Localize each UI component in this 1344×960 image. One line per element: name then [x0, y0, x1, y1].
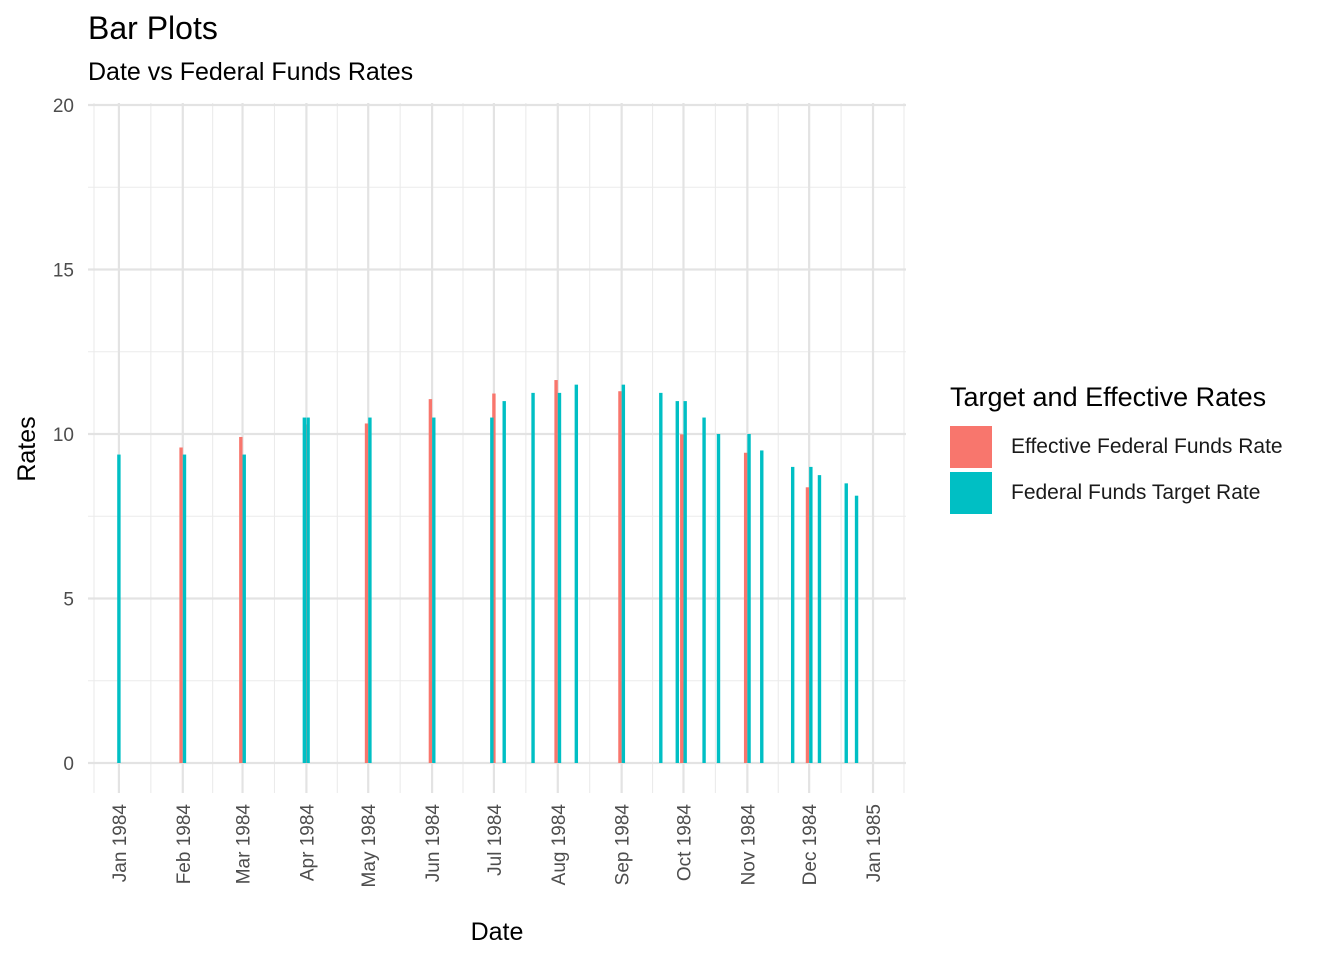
x-tick-label: Oct 1984 [674, 804, 695, 882]
bar [659, 392, 663, 763]
bar [306, 417, 310, 763]
bar [805, 487, 810, 763]
bar [432, 417, 436, 763]
bar [490, 417, 494, 763]
x-tick-label: Dec 1984 [800, 804, 821, 886]
bar [428, 399, 433, 763]
bar [502, 401, 506, 763]
bar [302, 417, 307, 763]
bar [182, 454, 187, 763]
bar [743, 452, 748, 763]
bar [675, 401, 679, 763]
y-axis-title: Rates [13, 416, 41, 481]
y-tick-label: 10 [53, 425, 74, 446]
legend-key-effective [950, 426, 992, 468]
bar [716, 434, 721, 763]
y-tick-label: 20 [53, 96, 74, 117]
x-axis-ticks: Jan 1984 Feb 1984 Mar 1984 Apr 1984 May 1984… [110, 804, 885, 888]
x-tick-label: May 1984 [359, 804, 380, 888]
bar [817, 475, 822, 763]
bars [117, 380, 859, 763]
bar [760, 450, 764, 763]
bar [680, 434, 684, 763]
x-tick-label: Mar 1984 [234, 804, 255, 885]
bar [702, 417, 706, 763]
legend-label-target: Federal Funds Target Rate [1011, 481, 1261, 504]
x-tick-label: Jul 1984 [485, 804, 506, 876]
x-tick-label: Jun 1984 [423, 804, 444, 883]
x-tick-label: Feb 1984 [174, 804, 195, 885]
legend: Target and Effective Rates Effective Fed… [950, 380, 1283, 516]
bar [492, 393, 496, 763]
x-tick-label: Sep 1984 [613, 804, 634, 886]
y-tick-label: 15 [53, 261, 74, 282]
chart-title: Bar Plots [88, 10, 218, 46]
y-tick-label: 5 [63, 590, 74, 611]
x-tick-label: Jan 1985 [864, 804, 885, 882]
legend-key-target [950, 472, 992, 514]
legend-label-effective: Effective Federal Funds Rate [1011, 435, 1283, 458]
bar [747, 434, 751, 763]
bar [809, 466, 813, 763]
legend-title: Target and Effective Rates [950, 382, 1267, 412]
x-axis-title: Date [471, 918, 524, 946]
bar [242, 454, 246, 763]
bar [554, 380, 558, 763]
grid-lines [88, 103, 906, 793]
legend-item-effective: Effective Federal Funds Rate [950, 424, 1283, 470]
bar [117, 454, 121, 763]
x-tick-label: Jan 1984 [110, 804, 131, 883]
bar [790, 466, 795, 763]
y-axis-ticks: 0 5 10 15 20 [53, 96, 74, 775]
bar [239, 436, 243, 763]
chart-subtitle: Date vs Federal Funds Rates [88, 58, 414, 86]
bar [557, 392, 562, 763]
bar [621, 384, 626, 763]
x-tick-label: Nov 1984 [738, 804, 759, 886]
x-tick-label: Apr 1984 [297, 804, 318, 882]
bar [574, 384, 579, 763]
bar [854, 495, 859, 763]
bar [368, 417, 372, 763]
bar [683, 401, 687, 763]
bar [618, 391, 622, 763]
bar [531, 392, 535, 763]
x-tick-label: Aug 1984 [549, 804, 570, 886]
bar [364, 423, 369, 763]
y-tick-label: 0 [63, 754, 74, 775]
bar [844, 483, 848, 763]
legend-item-target: Federal Funds Target Rate [950, 470, 1283, 516]
bar [179, 447, 183, 763]
